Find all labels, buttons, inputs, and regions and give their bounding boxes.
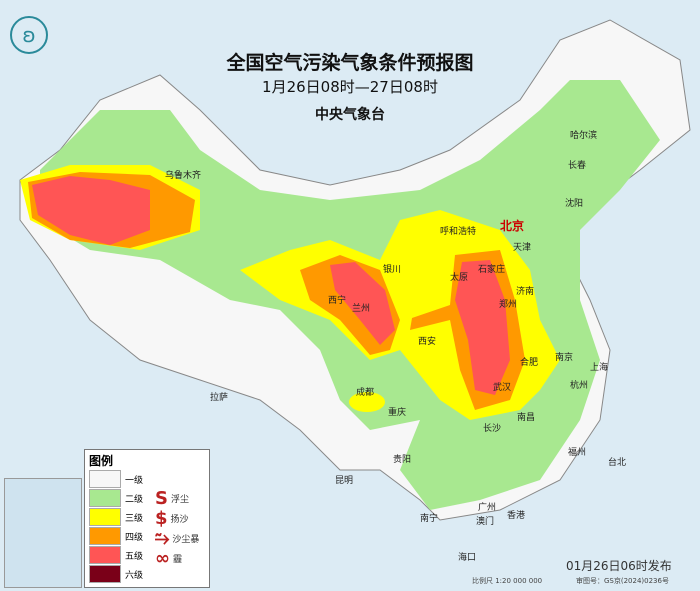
city-label: 西安: [418, 337, 437, 347]
city-label: 澳门: [476, 517, 495, 527]
dust-symbol-icon: $: [155, 508, 168, 529]
city-label: 南京: [555, 353, 574, 363]
legend: 图例 一级 二级 三级 四级 五级 六级 S 浮尘 $ 扬沙 ⥲ 沙尘暴 ∞ 霾: [84, 449, 210, 588]
level3-sichuan: [349, 392, 385, 412]
legend-symbol-label: 扬沙: [170, 515, 189, 525]
city-label: 郑州: [499, 300, 518, 310]
legend-level: 一级: [89, 470, 143, 488]
city-label: 济南: [516, 287, 535, 297]
city-label: 西宁: [328, 296, 347, 306]
legend-swatch: [89, 470, 121, 488]
legend-level: 二级: [89, 489, 143, 507]
city-label: 长沙: [483, 424, 502, 434]
scale: 比例尺 1:20 000 000: [472, 577, 543, 585]
city-label: 南宁: [420, 514, 439, 524]
legend-swatch: [89, 546, 121, 564]
legend-level-label: 四级: [125, 532, 144, 543]
dust-symbol-icon: S: [155, 488, 168, 509]
level5-west: [32, 176, 150, 245]
city-label: 南昌: [517, 413, 536, 423]
city-label: 银川: [383, 265, 402, 275]
legend-level-label: 五级: [125, 551, 144, 562]
legend-swatch: [89, 508, 121, 526]
city-label: 海口: [458, 553, 477, 563]
city-label: 北京: [500, 219, 525, 233]
level5-central: [330, 262, 395, 345]
city-label: 台北: [608, 458, 627, 468]
legend-symbol: ∞ 霾: [155, 548, 182, 569]
legend-symbol-label: 霾: [173, 555, 183, 565]
south-china-sea-inset: [4, 478, 82, 588]
approval-number: 审图号：GS京(2024)0236号: [576, 577, 669, 585]
city-label: 贵阳: [393, 455, 412, 465]
legend-level: 三级: [89, 508, 143, 526]
legend-symbol: ⥲ 沙尘暴: [155, 528, 199, 549]
city-label: 重庆: [388, 408, 407, 418]
city-label: 长春: [568, 161, 587, 171]
city-label: 拉萨: [210, 393, 229, 403]
legend-swatch: [89, 527, 121, 545]
city-label: 呼和浩特: [440, 227, 477, 237]
legend-level: 四级: [89, 527, 143, 545]
legend-title: 图例: [89, 454, 114, 468]
issue-time: 01月26日06时发布: [566, 559, 672, 573]
forecast-period: 1月26日08时—27日08时: [262, 78, 438, 96]
legend-level-label: 一级: [125, 475, 144, 486]
city-label: 合肥: [520, 358, 539, 368]
city-label: 杭州: [570, 381, 589, 391]
city-label: 石家庄: [478, 265, 506, 275]
dust-symbol-icon: ∞: [155, 548, 170, 569]
issuer: 中央气象台: [315, 107, 385, 123]
legend-level-label: 二级: [125, 494, 144, 505]
dust-symbol-icon: ⥲: [155, 528, 170, 549]
city-label: 昆明: [335, 476, 354, 486]
legend-level-label: 六级: [125, 570, 144, 581]
city-label: 乌鲁木齐: [165, 171, 202, 181]
legend-level-label: 三级: [125, 513, 144, 524]
city-label: 上海: [590, 363, 609, 373]
city-label: 沈阳: [565, 199, 584, 209]
legend-swatch: [89, 565, 121, 583]
legend-symbol-label: 浮尘: [170, 495, 189, 505]
city-label: 天津: [513, 243, 532, 253]
city-label: 武汉: [493, 383, 512, 393]
legend-symbol: $ 扬沙: [155, 508, 189, 529]
city-label: 香港: [507, 511, 526, 521]
city-label: 福州: [568, 448, 587, 458]
legend-swatch: [89, 489, 121, 507]
cma-logo: ʚ: [10, 16, 48, 54]
city-label: 成都: [356, 388, 375, 398]
legend-symbol: S 浮尘: [155, 488, 189, 509]
map-title: 全国空气污染气象条件预报图: [226, 52, 474, 74]
city-label: 广州: [478, 503, 497, 513]
level5-east: [455, 260, 510, 395]
city-label: 太原: [450, 273, 469, 283]
legend-symbol-label: 沙尘暴: [172, 535, 200, 545]
city-label: 兰州: [352, 304, 371, 314]
city-label: 哈尔滨: [570, 131, 598, 141]
legend-level: 六级: [89, 565, 143, 583]
legend-level: 五级: [89, 546, 143, 564]
